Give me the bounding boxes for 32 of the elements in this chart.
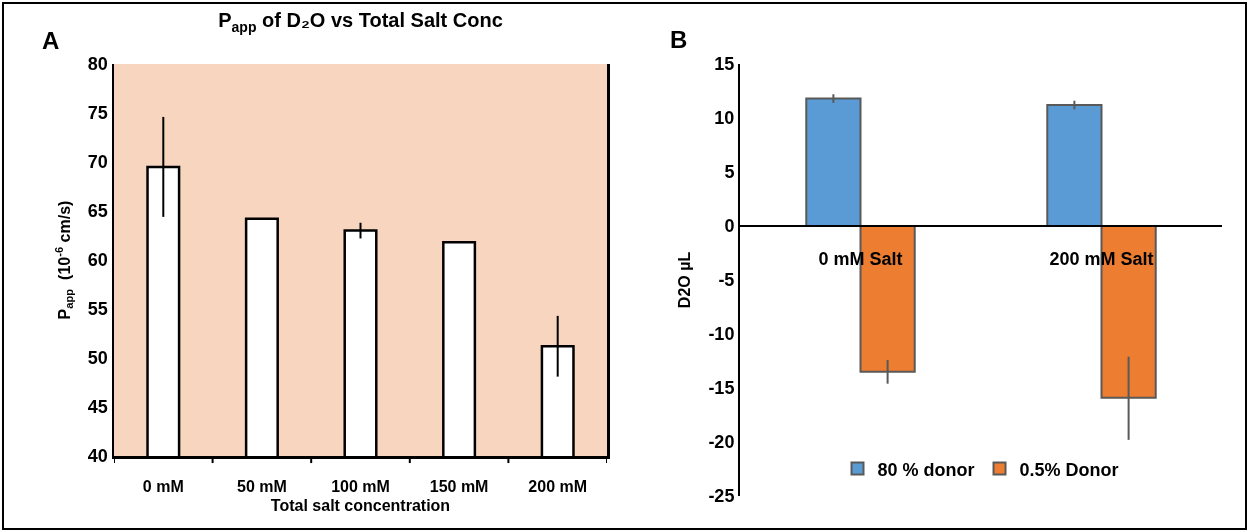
y-tick-label: -25 bbox=[708, 486, 735, 507]
chart-title: P$_{app}$ of D₂O vs Total Salt Conc bbox=[218, 9, 503, 35]
y-tick-label: 0 bbox=[724, 216, 735, 237]
y-tick-label: 15 bbox=[714, 54, 735, 75]
x-tick-label: 0 mM bbox=[142, 477, 184, 495]
y-tick-label: 50 bbox=[87, 348, 108, 369]
y-tick-label: 40 bbox=[87, 446, 108, 467]
y-tick-label: 10 bbox=[714, 108, 735, 129]
y-tick-label: 70 bbox=[87, 152, 108, 173]
bar bbox=[1046, 104, 1103, 227]
y-axis-title: D2O µL bbox=[675, 251, 693, 309]
y-tick-label: -10 bbox=[708, 324, 735, 345]
y-tick-label: 65 bbox=[87, 201, 108, 222]
y-tick-label: 55 bbox=[87, 299, 108, 320]
text: B bbox=[670, 26, 688, 53]
y-tick-label: -15 bbox=[708, 378, 735, 399]
y-tick-label: 45 bbox=[87, 397, 108, 418]
bar bbox=[805, 97, 862, 227]
y-tick-label: 80 bbox=[87, 54, 108, 75]
legend-label: 0.5% Donor bbox=[1019, 459, 1119, 480]
x-tick-label: 200 mM bbox=[528, 477, 588, 495]
legend-label: 80 % donor bbox=[877, 459, 975, 480]
x-axis-title: Total salt concentration bbox=[270, 496, 451, 514]
y-tick-label: -5 bbox=[718, 270, 735, 291]
y-tick-label: 5 bbox=[724, 162, 735, 183]
y-tick-label: -20 bbox=[708, 432, 735, 453]
x-tick-label: 150 mM bbox=[429, 477, 489, 495]
x-tick-label: 100 mM bbox=[331, 477, 390, 495]
y-tick-label: 75 bbox=[87, 103, 108, 124]
y-tick-label: 60 bbox=[87, 250, 108, 271]
text: A bbox=[42, 27, 60, 54]
x-tick-label: 50 mM bbox=[237, 477, 287, 495]
